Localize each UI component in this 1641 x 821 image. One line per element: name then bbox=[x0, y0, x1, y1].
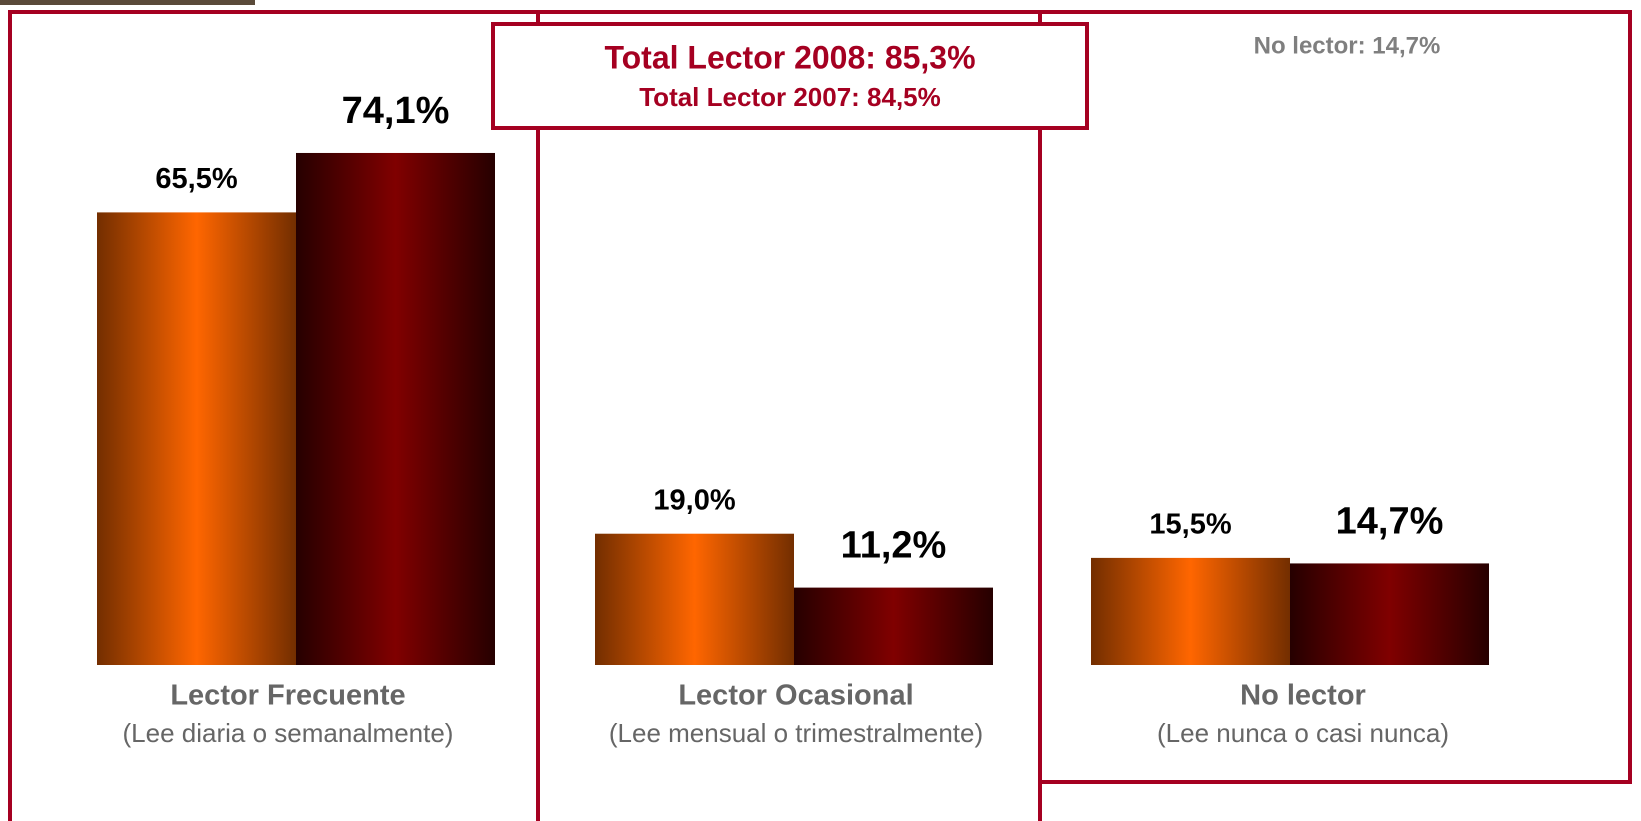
photo-strip bbox=[0, 0, 255, 5]
summary-box bbox=[491, 22, 1089, 130]
category-label: Lector Frecuente bbox=[170, 680, 405, 712]
category-label: No lector bbox=[1240, 680, 1366, 712]
bar bbox=[97, 212, 296, 665]
category-subtitle: (Lee nunca o casi nunca) bbox=[1157, 718, 1449, 748]
bar bbox=[595, 533, 794, 665]
annotation: Total Lector 2007: 84,5% bbox=[639, 82, 941, 112]
annotation: Total Lector 2008: 85,3% bbox=[604, 39, 975, 75]
category-subtitle: (Lee diaria o semanalmente) bbox=[123, 718, 454, 748]
value-label: 11,2% bbox=[841, 525, 947, 567]
value-label: 65,5% bbox=[155, 163, 237, 195]
value-label: 15,5% bbox=[1149, 509, 1231, 541]
bar bbox=[296, 152, 495, 665]
value-label: 14,7% bbox=[1336, 500, 1444, 542]
bar bbox=[1290, 563, 1489, 665]
bar bbox=[1091, 557, 1290, 665]
category-subtitle: (Lee mensual o trimestralmente) bbox=[609, 718, 983, 748]
category-label: Lector Ocasional bbox=[678, 680, 913, 712]
value-label: 19,0% bbox=[653, 484, 735, 516]
bar bbox=[794, 587, 993, 665]
panel bbox=[1038, 10, 1632, 784]
value-label: 74,1% bbox=[342, 90, 450, 132]
annotation: No lector: 14,7% bbox=[1254, 32, 1441, 59]
